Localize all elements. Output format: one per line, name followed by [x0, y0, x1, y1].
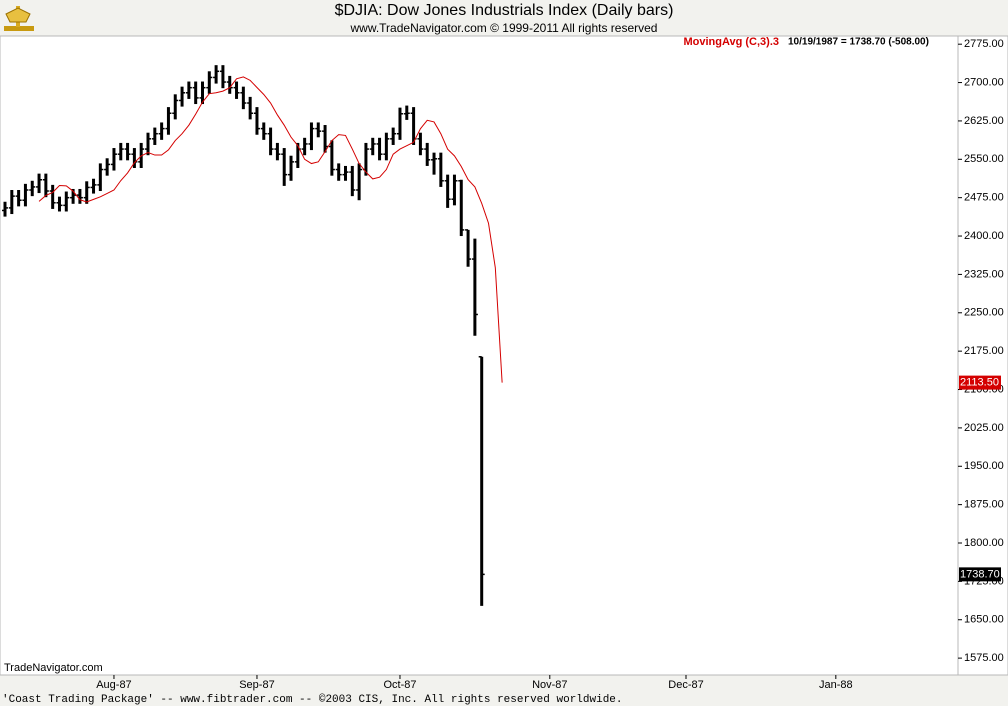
- legend-entry: MovingAvg (C,3).3: [683, 36, 779, 48]
- y-tick-label: 1875.00: [964, 499, 1004, 511]
- y-tick-label: 2775.00: [964, 38, 1004, 50]
- y-tick-label: 1800.00: [964, 537, 1004, 549]
- logo: [4, 6, 34, 31]
- y-tick-label: 2250.00: [964, 307, 1004, 319]
- y-tick-label: 2700.00: [964, 76, 1004, 88]
- y-tick-label: 2550.00: [964, 153, 1004, 165]
- footer: 'Coast Trading Package' -- www.fibtrader…: [2, 694, 623, 706]
- y-tick-label: 2625.00: [964, 115, 1004, 127]
- price-marker: [959, 567, 1001, 582]
- moving-average-line: [38, 76, 503, 383]
- x-tick-label: Jan-88: [819, 679, 853, 691]
- status-text: 10/19/1987 = 1738.70 (-508.00): [788, 37, 929, 48]
- y-tick-label: 2400.00: [964, 230, 1004, 242]
- x-tick-label: Nov-87: [532, 679, 567, 691]
- y-tick-label: 1575.00: [964, 652, 1004, 664]
- x-tick-label: Dec-87: [668, 679, 703, 691]
- x-tick-label: Oct-87: [383, 679, 416, 691]
- chart-title: $DJIA: Dow Jones Industrials Index (Dail…: [335, 2, 674, 19]
- watermark: TradeNavigator.com: [4, 662, 103, 674]
- chart-subtitle: www.TradeNavigator.com © 1999-2011 All r…: [350, 21, 658, 35]
- price-marker-label: 1738.70: [960, 568, 1000, 580]
- price-marker: [959, 375, 1001, 390]
- plot-area: [0, 35, 959, 676]
- price-marker-label: 2113.50: [960, 377, 999, 389]
- y-tick-label: 2475.00: [964, 192, 1004, 204]
- x-tick-label: Sep-87: [239, 679, 274, 691]
- y-tick-label: 1650.00: [964, 614, 1004, 626]
- y-tick-label: 1950.00: [964, 460, 1004, 472]
- y-tick-label: 2025.00: [964, 422, 1004, 434]
- y-tick-label: 2325.00: [964, 268, 1004, 280]
- y-tick-label: 2175.00: [964, 345, 1004, 357]
- x-tick-label: Aug-87: [96, 679, 131, 691]
